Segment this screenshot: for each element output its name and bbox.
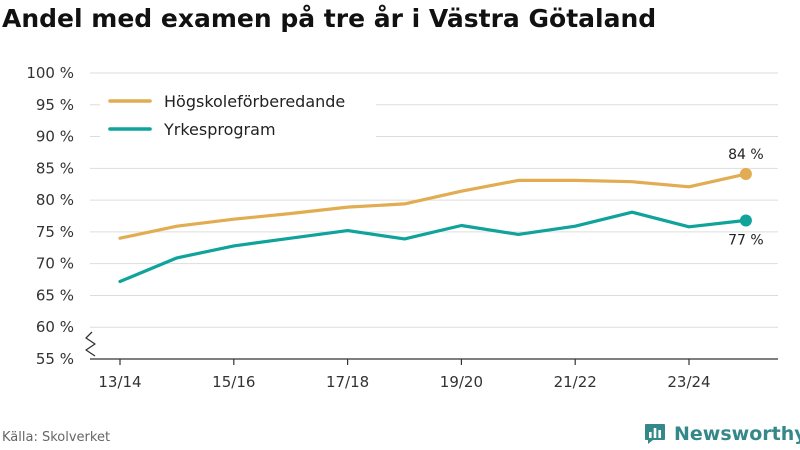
series-line-yrkesprogram: [118, 210, 748, 284]
series-end-point: [739, 168, 752, 181]
series-lines: [118, 172, 748, 284]
brand-logo-block[interactable]: Newsworthy: [644, 420, 800, 448]
source-note: Källa: Skolverket: [2, 430, 111, 445]
series-end-points: [739, 168, 752, 227]
legend-label: Yrkesprogram: [163, 120, 276, 139]
legend-label: Högskoleförberedande: [164, 92, 345, 111]
y-tick-label: 65 %: [36, 286, 74, 304]
y-axis: 55 % 60 % 65 % 70 % 75 % 80 % 85 % 90 % 95 % 100 …: [26, 64, 74, 368]
x-tick-label: 13/14: [98, 373, 141, 391]
y-tick-label: 90 %: [36, 128, 74, 146]
axis-break-mark: [85, 331, 96, 357]
chart-title: Andel med examen på tre år i Västra Göta…: [2, 4, 657, 33]
y-tick-label: 60 %: [36, 318, 74, 336]
y-tick-label: 70 %: [36, 255, 74, 273]
y-tick-label: 75 %: [36, 223, 74, 241]
brand-name: Newsworthy: [674, 423, 800, 445]
x-tick-label: 23/24: [667, 373, 710, 391]
x-tick-label: 19/20: [440, 373, 483, 391]
end-value-label: 84 %: [728, 147, 764, 163]
y-tick-label: 85 %: [36, 159, 74, 177]
y-axis-break: [85, 331, 96, 357]
legend: Högskoleförberedande Yrkesprogram: [100, 86, 376, 142]
y-tick-label: 55 %: [36, 350, 74, 368]
series-end-point: [739, 214, 752, 227]
y-tick-label: 80 %: [36, 191, 74, 209]
x-tick-label: 15/16: [212, 373, 255, 391]
x-tick-label: 21/22: [554, 373, 597, 391]
series-line-hogskoleforberedande: [118, 172, 748, 240]
x-axis: 13/14 15/16 17/18 19/20 21/22 23/24: [90, 358, 778, 391]
bar-chart-logo-icon: [645, 424, 665, 444]
legend-background: [100, 86, 376, 142]
y-tick-label: 95 %: [36, 96, 74, 114]
end-labels: 84 % 77 %: [728, 147, 764, 248]
x-tick-label: 17/18: [326, 373, 369, 391]
y-tick-label: 100 %: [26, 64, 74, 82]
end-value-label: 77 %: [728, 232, 764, 248]
